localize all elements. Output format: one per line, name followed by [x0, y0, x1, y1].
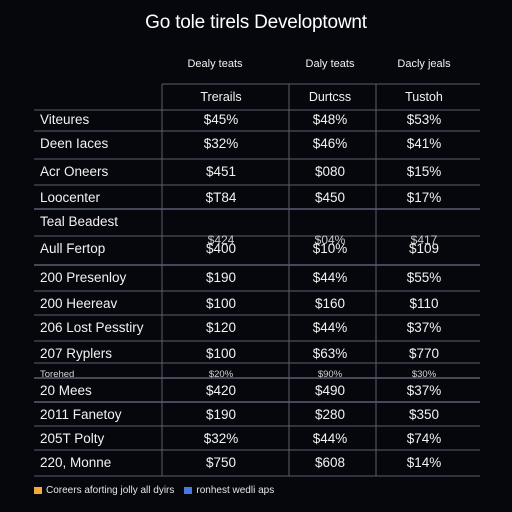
cell-value: $190 [206, 407, 236, 422]
cell-value: $17% [407, 190, 442, 205]
cell-value: $45% [204, 112, 239, 127]
top-header: Daly teats [306, 58, 355, 70]
row-label: Teal Beadest [40, 214, 118, 229]
cell-value: $190 [206, 270, 236, 285]
cell-value: $451 [206, 164, 236, 179]
cell-value: $080 [315, 164, 345, 179]
cell-value: $46% [313, 136, 348, 151]
cell-value: $400 [206, 241, 236, 256]
row-label: 220, Monne [40, 455, 111, 470]
chart-title: Go tole tirels Developtownt [145, 12, 367, 33]
row-label: Acr Oneers [40, 164, 109, 179]
cell-value: $48% [313, 112, 348, 127]
legend-item: Coreers aforting jolly all dyirs [34, 485, 174, 496]
row-label: 2011 Fanetoy [40, 407, 122, 422]
cell-value: $44% [313, 431, 348, 446]
cell-overlay-value: $04% [315, 233, 346, 247]
legend-item: ronhest wedli aps [184, 485, 274, 496]
cell-value: $350 [409, 407, 439, 422]
cell-value: $37% [407, 383, 442, 398]
cell-value: $750 [206, 455, 236, 470]
cell-value: $37% [407, 320, 442, 335]
row-label: Deen Iaces [40, 136, 109, 151]
row-label: 205T Polty [40, 431, 105, 446]
column-header: Tustoh [405, 90, 443, 104]
legend-swatch [34, 487, 42, 494]
cell-value: $63% [313, 346, 348, 361]
cell-value: $74% [407, 431, 442, 446]
row-label: 207 Ryplers [40, 346, 112, 361]
cell-value: $100 [206, 296, 236, 311]
row-label: 200 Presenloy [40, 270, 127, 285]
cell-value: $20% [209, 369, 234, 380]
legend-swatch [184, 487, 193, 494]
cell-value: $53% [407, 112, 442, 127]
column-header: Trerails [200, 90, 241, 104]
cell-value: $90% [318, 369, 343, 380]
row-label: Viteures [40, 112, 90, 127]
cell-value: $110 [409, 296, 438, 311]
cell-value: $450 [315, 190, 345, 205]
top-header: Dealy teats [187, 58, 243, 70]
cell-value: $41% [407, 136, 442, 151]
column-header: Durtcss [309, 90, 351, 104]
cell-value: $T84 [206, 190, 237, 205]
cell-value: $608 [315, 455, 345, 470]
cell-value: $10% [313, 241, 348, 256]
row-label: Loocenter [40, 190, 101, 205]
cell-value: $30% [412, 369, 437, 380]
cell-value: $32% [204, 136, 239, 151]
cell-value: $109 [409, 241, 439, 256]
cell-value: $770 [409, 346, 439, 361]
cell-value: $44% [313, 320, 348, 335]
cell-value: $120 [206, 320, 236, 335]
cell-value: $100 [206, 346, 236, 361]
cell-overlay-value: $417 [411, 233, 438, 247]
cell-value: $44% [313, 270, 348, 285]
cell-value: $160 [315, 296, 345, 311]
cell-value: $32% [204, 431, 239, 446]
legend-label: ronhest wedli aps [196, 485, 275, 496]
cell-value: $280 [315, 407, 345, 422]
row-label: 206 Lost Pesstiry [40, 320, 144, 335]
cell-value: $15% [407, 164, 442, 179]
top-header: Dacly jeals [397, 58, 451, 70]
legend-label: Coreers aforting jolly all dyirs [46, 485, 175, 496]
row-label: 200 Heereav [40, 296, 118, 311]
cell-value: $55% [407, 270, 442, 285]
row-label: Aull Fertop [40, 241, 105, 256]
cell-value: $490 [315, 383, 345, 398]
cell-value: $420 [206, 383, 236, 398]
legend: Coreers aforting jolly all dyirs ronhest… [34, 485, 274, 496]
row-label: Torehed [40, 369, 74, 380]
row-label: 20 Mees [40, 383, 92, 398]
cell-overlay-value: $424 [208, 233, 235, 247]
cell-value: $14% [407, 455, 442, 470]
